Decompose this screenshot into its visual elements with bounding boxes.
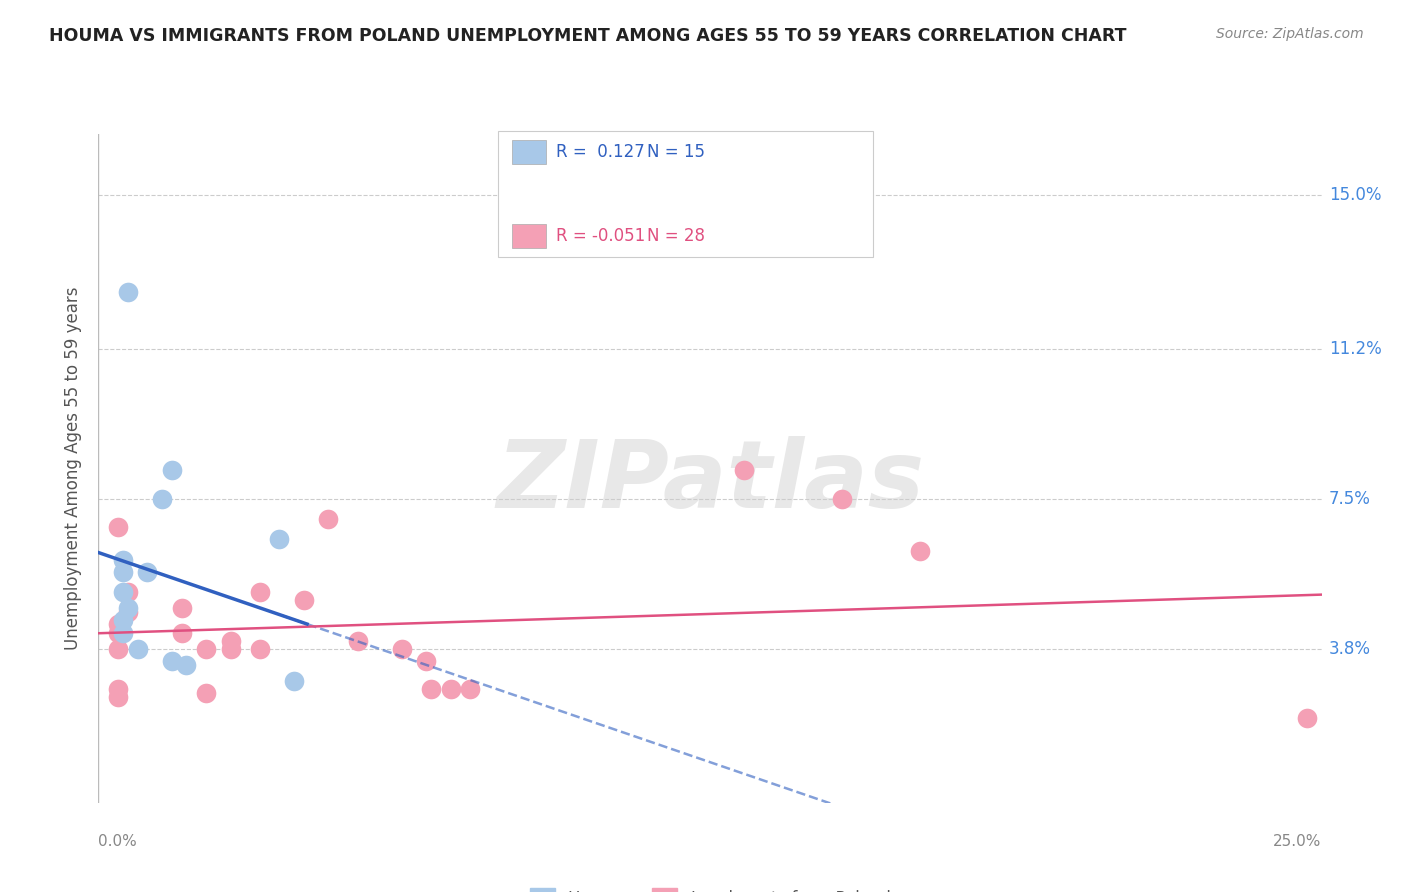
Point [117,601,139,615]
Point [440,682,463,697]
Text: ZIPatlas: ZIPatlas [496,435,924,528]
Text: Source: ZipAtlas.com: Source: ZipAtlas.com [1216,27,1364,41]
Point [160,654,183,668]
Point [117,605,139,619]
Point [283,674,305,689]
Point [249,585,271,599]
Point [150,491,173,506]
Point [111,613,134,627]
Point [415,654,437,668]
Point [111,552,134,566]
Text: R = -0.051: R = -0.051 [555,227,645,245]
Point [117,285,139,299]
Point [733,463,755,477]
Text: N = 15: N = 15 [647,143,704,161]
Point [1296,711,1319,725]
Point [249,641,271,656]
Point [170,601,193,615]
Point [420,682,443,697]
Point [127,641,149,656]
Text: 0.0%: 0.0% [98,834,138,849]
Y-axis label: Unemployment Among Ages 55 to 59 years: Unemployment Among Ages 55 to 59 years [65,286,83,650]
Text: 15.0%: 15.0% [1329,186,1381,203]
Point [170,625,193,640]
Point [346,633,368,648]
Point [219,633,242,648]
Point [195,686,218,700]
Point [176,657,198,672]
Point [107,625,129,640]
Point [318,512,340,526]
Text: R =  0.127: R = 0.127 [555,143,644,161]
Point [107,520,129,534]
Point [107,682,129,697]
Point [117,585,139,599]
Point [831,491,853,506]
Point [195,641,218,656]
Point [107,690,129,705]
Text: 7.5%: 7.5% [1329,490,1371,508]
Legend: Houma, Immigrants from Poland: Houma, Immigrants from Poland [523,881,897,892]
Point [111,625,134,640]
Text: 25.0%: 25.0% [1274,834,1322,849]
Text: HOUMA VS IMMIGRANTS FROM POLAND UNEMPLOYMENT AMONG AGES 55 TO 59 YEARS CORRELATI: HOUMA VS IMMIGRANTS FROM POLAND UNEMPLOY… [49,27,1126,45]
Point [219,641,242,656]
Point [269,533,291,547]
Text: N = 28: N = 28 [647,227,704,245]
Point [391,641,413,656]
Point [160,463,183,477]
Point [111,585,134,599]
Point [111,565,134,579]
Point [136,565,159,579]
Point [458,682,481,697]
Point [107,617,129,632]
Point [107,641,129,656]
Text: 3.8%: 3.8% [1329,640,1371,657]
Point [292,593,315,607]
Point [910,544,932,558]
Text: 11.2%: 11.2% [1329,340,1382,358]
